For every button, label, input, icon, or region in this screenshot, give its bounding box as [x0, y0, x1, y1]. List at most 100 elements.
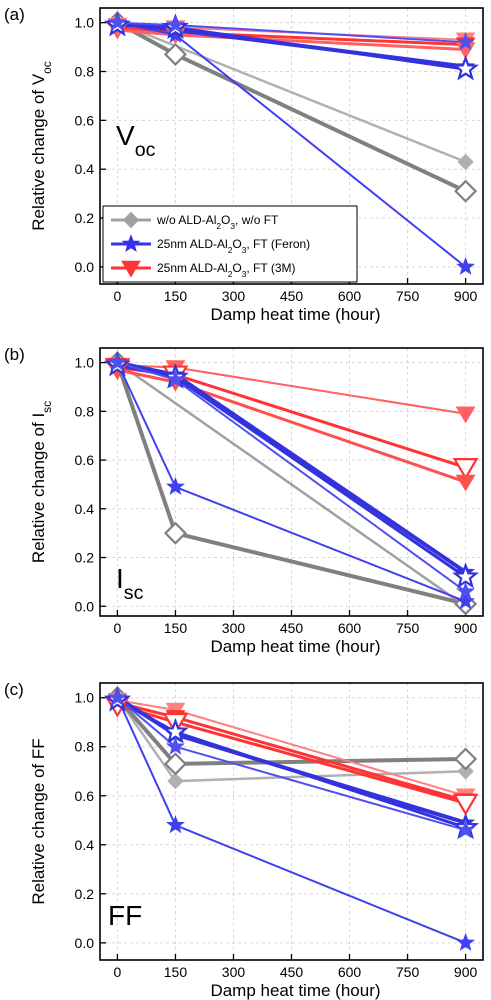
- data-point-blue-5: [166, 15, 185, 34]
- y-tick-label: 1.0: [75, 690, 95, 706]
- y-tick-label: 0.0: [75, 935, 95, 951]
- x-tick-label: 450: [280, 620, 304, 636]
- x-tick-label: 450: [280, 288, 304, 304]
- y-axis-label-part: Relative change of FF: [29, 738, 48, 904]
- data-point-red-7: [452, 458, 479, 481]
- y-tick-label: 0.2: [75, 550, 95, 566]
- y-tick-label: 0.0: [75, 259, 95, 275]
- legend-entry-part: 2: [228, 269, 233, 279]
- x-tick-label: 450: [280, 964, 304, 980]
- x-tick-label: 750: [396, 964, 420, 980]
- x-tick-label: 750: [396, 620, 420, 636]
- y-tick-label: 0.2: [75, 210, 95, 226]
- x-tick-label-part: 900: [454, 620, 478, 636]
- panel-annotation-part: V: [116, 120, 135, 151]
- y-tick-label: 0.4: [75, 161, 95, 177]
- y-tick-label-part: 0.0: [75, 935, 95, 951]
- legend-entry: 25nm ALD-Al2O3, FT (Feron): [157, 237, 310, 255]
- legend-entry-part: , w/o FT: [235, 213, 279, 227]
- y-tick-label: 0.6: [75, 112, 95, 128]
- legend-entry-part: 25nm ALD-Al: [157, 261, 228, 275]
- y-tick-label-part: 0.2: [75, 550, 95, 566]
- legend-entry: 25nm ALD-Al2O3, FT (3M): [157, 261, 296, 279]
- legend-entry-part: O: [232, 237, 241, 251]
- x-axis-label-part: Damp heat time (hour): [210, 981, 380, 1000]
- y-tick-label-part: 0.2: [75, 210, 95, 226]
- data-point-blue-5: [107, 12, 127, 31]
- y-tick-label-part: 0.8: [75, 403, 95, 419]
- series-line-gray-0: [116, 361, 467, 608]
- x-tick-label-part: 450: [280, 288, 304, 304]
- x-tick-label-part: 150: [164, 620, 188, 636]
- x-axis-label: Damp heat time (hour): [210, 637, 380, 656]
- data-point-blue-5: [107, 687, 127, 706]
- data-point-gray-1: [163, 42, 187, 66]
- panel-annotation: Isc: [116, 563, 144, 604]
- data-point-blue-4: [161, 717, 189, 744]
- data-point-gray-1: [163, 752, 187, 776]
- y-axis-label-part: Relative change of I: [29, 413, 48, 563]
- x-tick-label-part: 150: [164, 288, 188, 304]
- legend-entry-part: O: [221, 213, 230, 227]
- x-tick-label: 0: [114, 288, 122, 304]
- x-tick-label: 600: [338, 964, 362, 980]
- x-tick-label-part: 600: [338, 964, 362, 980]
- legend-entry-part: 2: [216, 221, 221, 231]
- x-tick-label-part: 900: [454, 964, 478, 980]
- data-point-red-8: [452, 793, 479, 816]
- data-point-blue-5: [107, 352, 127, 371]
- x-tick-label-part: 0: [114, 964, 122, 980]
- y-tick-label-part: 0.8: [75, 739, 95, 755]
- x-axis-label-part: Damp heat time (hour): [210, 637, 380, 656]
- legend-entry: w/o ALD-Al2O3, w/o FT: [156, 213, 279, 231]
- chart-panel-3: 0 150 300 450 600 750 900 0.0 0.2 0.4 0.6 0.8 1.0 Dam…: [4, 680, 484, 1000]
- x-tick-label-part: 0: [114, 288, 122, 304]
- legend-entry-part: 25nm ALD-Al: [157, 237, 228, 251]
- data-point-gray-0: [167, 772, 184, 790]
- panel-annotation-part: FF: [108, 900, 142, 931]
- y-tick-label-part: 0.4: [75, 161, 95, 177]
- data-point-blue-5: [166, 736, 185, 755]
- x-tick-label-part: 750: [396, 964, 420, 980]
- series-markers: [103, 350, 480, 616]
- data-point-blue-5: [456, 32, 476, 51]
- y-tick-label-part: 0.6: [75, 112, 95, 128]
- x-tick-label-part: 300: [222, 620, 246, 636]
- data-point-blue-5: [456, 581, 476, 600]
- y-tick-label: 0.8: [75, 403, 95, 419]
- y-axis-label-part: oc: [40, 61, 54, 74]
- panel-label: (a): [4, 5, 25, 24]
- y-axis-label: Relative change of Isc: [29, 401, 54, 563]
- x-tick-label: 600: [338, 620, 362, 636]
- y-axis-label-part: sc: [40, 401, 54, 413]
- legend-entry-part: w/o ALD-Al: [156, 213, 216, 227]
- x-tick-label-part: 300: [222, 964, 246, 980]
- y-tick-label-part: 0.4: [75, 501, 95, 517]
- x-tick-label-part: 0: [114, 620, 122, 636]
- series-markers: [103, 686, 480, 951]
- series-markers: [103, 10, 480, 275]
- y-tick-label: 0.6: [75, 788, 95, 804]
- legend-entry-part: 3: [242, 269, 247, 279]
- y-axis-label-part: Relative change of V: [29, 73, 48, 231]
- x-tick-label-part: 600: [338, 288, 362, 304]
- panel-label-part: (c): [4, 680, 24, 699]
- legend-entry-part: O: [232, 261, 241, 275]
- y-tick-label-part: 0.2: [75, 886, 95, 902]
- y-tick-label-part: 0.6: [75, 788, 95, 804]
- y-tick-label-part: 0.0: [75, 259, 95, 275]
- x-axis-label: Damp heat time (hour): [210, 305, 380, 324]
- x-tick-label-part: 900: [454, 288, 478, 304]
- x-tick-label-part: 300: [222, 288, 246, 304]
- x-tick-label-part: 750: [396, 288, 420, 304]
- y-tick-label: 0.4: [75, 501, 95, 517]
- x-axis-label-part: Damp heat time (hour): [210, 305, 380, 324]
- data-point-gray-1: [454, 747, 478, 771]
- panel-label: (b): [4, 345, 25, 364]
- y-tick-label: 0.8: [75, 64, 95, 80]
- x-tick-label: 900: [454, 620, 478, 636]
- x-tick-label: 300: [222, 288, 246, 304]
- x-axis-label: Damp heat time (hour): [210, 981, 380, 1000]
- x-tick-label-part: 600: [338, 620, 362, 636]
